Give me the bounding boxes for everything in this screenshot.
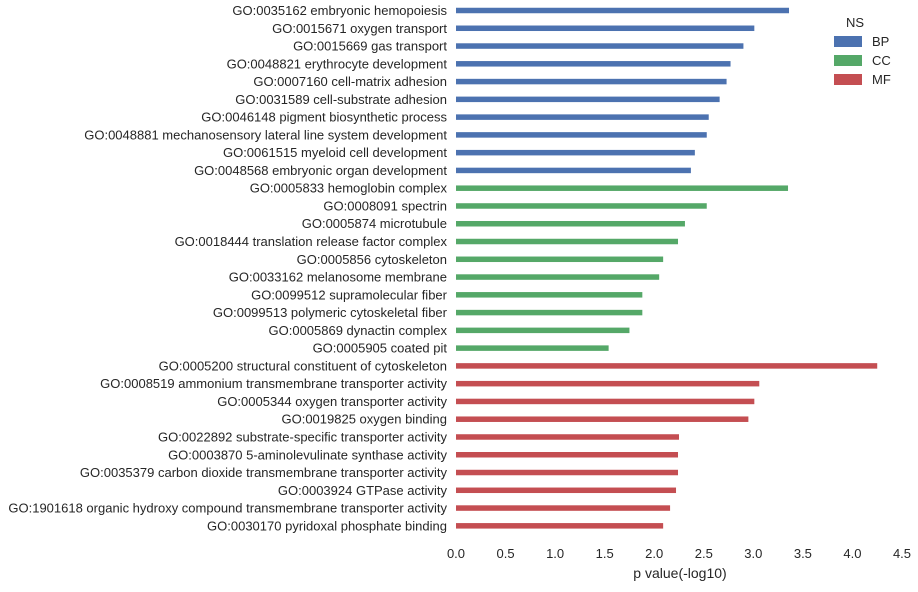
category-label: GO:0019825 oxygen binding bbox=[281, 412, 447, 427]
legend-swatch-mf bbox=[834, 74, 862, 85]
category-label: GO:0099513 polymeric cytoskeletal fiber bbox=[213, 305, 448, 320]
bar-cc bbox=[456, 203, 707, 209]
category-label: GO:0048881 mechanosensory lateral line s… bbox=[84, 127, 447, 142]
category-label: GO:0033162 melanosome membrane bbox=[229, 270, 447, 285]
bar-mf bbox=[456, 452, 679, 458]
category-label: GO:0005833 hemoglobin complex bbox=[250, 181, 448, 196]
legend-swatch-bp bbox=[834, 36, 862, 47]
x-tick-label: 3.0 bbox=[744, 546, 762, 561]
category-label: GO:0008091 spectrin bbox=[323, 198, 447, 213]
x-tick-label: 4.0 bbox=[843, 546, 861, 561]
x-axis-ticks: 0.0 0.5 1.0 1.5 2.0 2.5 3.0 3.5 4.0 4.5 bbox=[447, 546, 911, 561]
legend-label-cc: CC bbox=[872, 53, 891, 68]
bar-bp bbox=[456, 43, 744, 49]
category-label: GO:0003870 5-aminolevulinate synthase ac… bbox=[168, 447, 447, 462]
x-tick-label: 1.5 bbox=[596, 546, 614, 561]
category-label: GO:0048568 embryonic organ development bbox=[194, 163, 447, 178]
category-label: GO:0022892 substrate-specific transporte… bbox=[158, 429, 448, 444]
category-label: GO:0031589 cell-substrate adhesion bbox=[235, 92, 447, 107]
bar-mf bbox=[456, 363, 878, 369]
bar-cc bbox=[456, 238, 679, 245]
category-label: GO:0003924 GTPase activity bbox=[278, 483, 448, 498]
bar-mf bbox=[456, 523, 664, 529]
legend-title: NS bbox=[846, 15, 864, 30]
category-label: GO:0015671 oxygen transport bbox=[272, 21, 447, 36]
legend-swatch-cc bbox=[834, 55, 862, 66]
category-label: GO:1901618 organic hydroxy compound tran… bbox=[8, 501, 447, 516]
bar-cc bbox=[456, 292, 643, 298]
category-label: GO:0005856 cytoskeleton bbox=[297, 252, 447, 267]
bar-cc bbox=[456, 274, 660, 280]
category-label: GO:0008519 ammonium transmembrane transp… bbox=[100, 376, 447, 391]
bar-mf bbox=[456, 380, 760, 387]
legend-label-bp: BP bbox=[872, 34, 889, 49]
category-label: GO:0048821 erythrocyte development bbox=[227, 56, 448, 71]
bar-mf bbox=[456, 398, 755, 405]
category-label: GO:0015669 gas transport bbox=[293, 39, 447, 54]
category-label: GO:0005905 coated pit bbox=[313, 341, 448, 356]
x-axis-label: p value(-log10) bbox=[633, 565, 726, 581]
category-label: GO:0005869 dynactin complex bbox=[269, 323, 448, 338]
category-label: GO:0005200 structural constituent of cyt… bbox=[159, 358, 447, 373]
category-label: GO:0005344 oxygen transporter activity bbox=[217, 394, 447, 409]
legend-label-mf: MF bbox=[872, 72, 891, 87]
bar-mf bbox=[456, 416, 749, 422]
x-tick-label: 4.5 bbox=[893, 546, 911, 561]
bar-cc bbox=[456, 185, 789, 191]
bar-cc bbox=[456, 309, 643, 316]
category-labels: GO:0035162 embryonic hemopoiesis GO:00156… bbox=[8, 3, 447, 533]
bar-cc bbox=[456, 256, 664, 263]
legend: NS BP CC MF bbox=[834, 15, 891, 87]
bar-bp bbox=[456, 25, 755, 32]
category-label: GO:0046148 pigment biosynthetic process bbox=[201, 110, 447, 125]
bar-cc bbox=[456, 345, 609, 351]
category-label: GO:0061515 myeloid cell development bbox=[223, 145, 447, 160]
bar-mf bbox=[456, 434, 679, 440]
bar-mf bbox=[456, 505, 671, 511]
bar-bp bbox=[456, 61, 731, 67]
bar-bp bbox=[456, 132, 707, 138]
bar-mf bbox=[456, 487, 677, 494]
bar-bp bbox=[456, 96, 720, 103]
category-label: GO:0035379 carbon dioxide transmembrane … bbox=[80, 465, 448, 480]
category-label: GO:0005874 microtubule bbox=[302, 216, 447, 231]
bars-layer bbox=[456, 7, 878, 529]
bar-bp bbox=[456, 78, 727, 85]
bar-mf bbox=[456, 469, 679, 476]
x-tick-label: 1.0 bbox=[546, 546, 564, 561]
x-tick-label: 2.0 bbox=[645, 546, 663, 561]
bar-bp bbox=[456, 7, 790, 14]
category-label: GO:0099512 supramolecular fiber bbox=[251, 287, 448, 302]
category-label: GO:0018444 translation release factor co… bbox=[175, 234, 448, 249]
x-tick-label: 3.5 bbox=[794, 546, 812, 561]
x-tick-label: 0.0 bbox=[447, 546, 465, 561]
bar-cc bbox=[456, 327, 630, 334]
category-label: GO:0030170 pyridoxal phosphate binding bbox=[207, 518, 447, 533]
bar-bp bbox=[456, 167, 691, 174]
category-label: GO:0007160 cell-matrix adhesion bbox=[253, 74, 447, 89]
category-label: GO:0035162 embryonic hemopoiesis bbox=[232, 3, 447, 18]
x-tick-label: 0.5 bbox=[497, 546, 515, 561]
x-tick-label: 2.5 bbox=[695, 546, 713, 561]
bar-cc bbox=[456, 220, 685, 227]
bar-bp bbox=[456, 149, 695, 156]
bar-bp bbox=[456, 114, 709, 120]
